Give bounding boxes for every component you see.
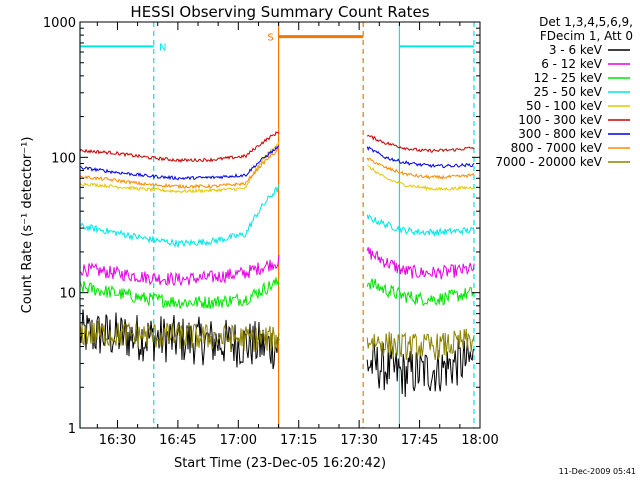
x-axis-label: Start Time (23-Dec-05 16:20:42): [174, 456, 386, 471]
plot-frame: [79, 21, 481, 429]
legend-label: 300 - 800 keV: [518, 127, 602, 141]
legend-label: 12 - 25 keV: [534, 71, 603, 85]
legend-label: 100 - 300 keV: [518, 113, 602, 127]
y-tick-label: 1: [68, 422, 76, 437]
legend-header: Det 1,3,4,5,6,9,FDecim 1, Att 0: [539, 15, 633, 43]
series-line: [79, 147, 280, 190]
y-tick-label: 10: [59, 287, 76, 302]
series-line: [366, 247, 475, 280]
axes: 1 10 100 1000 16:30 16:45 17:00 17:15 17:30 17:45…: [20, 16, 499, 448]
x-tick-label: 16:30: [99, 433, 136, 448]
y-axis-label: Count Rate (s⁻¹ detector⁻¹): [20, 137, 35, 314]
y-tick-label: 100: [51, 151, 76, 166]
x-tick-label: 17:00: [220, 433, 257, 448]
annotation-label: N: [159, 42, 166, 53]
plot-area: NS: [79, 22, 475, 428]
legend-label: 50 - 100 keV: [526, 99, 603, 113]
series-line: [366, 157, 475, 181]
timestamp: 11-Dec-2009 05:41: [559, 467, 636, 476]
annotation-label: S: [267, 33, 273, 44]
series-line: [79, 277, 280, 309]
series-line: [79, 254, 280, 287]
series-line: [79, 309, 280, 370]
x-tick-label: 17:15: [280, 433, 317, 448]
series-line: [366, 328, 475, 360]
series-line: [79, 131, 280, 164]
legend-label: 7000 - 20000 keV: [495, 155, 602, 169]
series-line: [366, 278, 475, 307]
series-line: [366, 134, 475, 153]
series-line: [79, 145, 280, 181]
legend-label: 800 - 7000 keV: [511, 141, 603, 155]
chart-title: HESSI Observing Summary Count Rates: [130, 3, 429, 21]
legend-label: 25 - 50 keV: [534, 85, 603, 99]
series-line: [79, 184, 280, 249]
legend-label: 6 - 12 keV: [541, 57, 603, 71]
series-line: [366, 214, 475, 238]
series-line: [366, 146, 475, 169]
x-tick-label: 18:00: [461, 433, 498, 448]
series-line: [79, 320, 280, 352]
series-line: [79, 142, 280, 194]
legend-header-line: FDecim 1, Att 0: [540, 29, 633, 43]
x-tick-label: 17:45: [401, 433, 438, 448]
x-tick-label: 16:45: [159, 433, 196, 448]
y-tick-label: 1000: [43, 16, 76, 31]
legend-header-line: Det 1,3,4,5,6,9,: [539, 15, 633, 29]
series-line: [367, 165, 475, 192]
x-tick-label: 17:30: [340, 433, 377, 448]
legend-label: 3 - 6 keV: [549, 43, 603, 57]
